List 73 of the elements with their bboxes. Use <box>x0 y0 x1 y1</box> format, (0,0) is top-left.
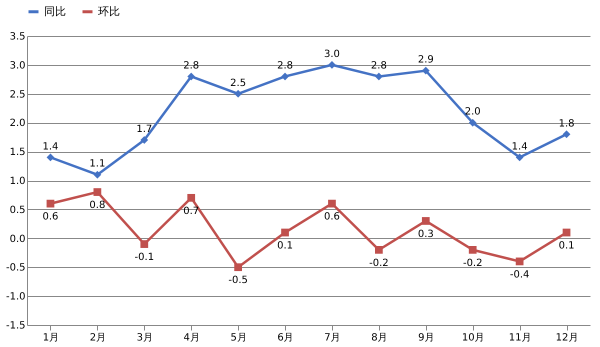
data-label: 3.0 <box>324 48 340 60</box>
x-tick-label: 2月 <box>90 332 106 344</box>
point <box>46 200 54 208</box>
x-tick-label: 6月 <box>277 332 294 344</box>
point <box>94 188 102 196</box>
point <box>187 194 196 202</box>
point <box>234 263 242 272</box>
data-label: 1.7 <box>136 124 152 136</box>
x-tick-label: 7月 <box>324 332 341 344</box>
data-label: 0.1 <box>558 240 574 252</box>
point <box>422 217 430 225</box>
data-label: -0.2 <box>369 258 389 269</box>
point <box>234 90 242 98</box>
point <box>562 228 570 236</box>
data-label: -0.5 <box>228 275 248 286</box>
point <box>516 258 524 266</box>
point <box>468 118 477 127</box>
x-tick-label: 10月 <box>462 332 485 344</box>
point <box>468 246 477 254</box>
x-tick-label: 3月 <box>136 332 153 344</box>
y-tick-label: 3.5 <box>10 32 26 42</box>
x-tick-label: 12月 <box>556 332 578 344</box>
data-label: 1.4 <box>512 141 528 152</box>
y-tick-label: 2.0 <box>10 118 26 130</box>
x-tick-label: 8月 <box>371 332 388 344</box>
y-tick-label: 1.5 <box>10 147 26 158</box>
point <box>375 246 383 254</box>
x-tick-label: 9月 <box>418 332 434 344</box>
point <box>422 66 430 75</box>
data-label: -0.4 <box>510 269 530 280</box>
data-label: 0.6 <box>324 212 340 223</box>
point <box>281 72 289 80</box>
point <box>328 61 336 69</box>
data-label: 1.1 <box>89 158 106 170</box>
x-tick-label: 4月 <box>184 332 200 344</box>
y-tick-label: 1.0 <box>10 176 26 187</box>
data-label: 0.8 <box>89 200 106 212</box>
data-label: 2.8 <box>370 60 387 72</box>
point <box>281 228 289 236</box>
y-tick-label: -0.5 <box>6 262 26 274</box>
point <box>46 154 54 162</box>
y-tick-label: 0.0 <box>10 234 26 245</box>
data-label: 2.8 <box>183 60 200 72</box>
data-label: 2.9 <box>418 54 434 66</box>
data-label: 2.0 <box>464 106 481 118</box>
y-tick-label: 2.5 <box>10 89 26 100</box>
x-tick-label: 5月 <box>230 332 247 344</box>
data-label: 2.5 <box>230 78 246 89</box>
data-label: 2.8 <box>277 60 293 72</box>
y-tick-label: -1.5 <box>6 320 26 332</box>
data-label: 1.4 <box>42 141 58 152</box>
data-label: 0.3 <box>418 228 434 240</box>
point <box>562 130 570 138</box>
data-label: 0.1 <box>277 240 293 252</box>
x-tick-label: 11月 <box>508 332 532 344</box>
data-label: 0.6 <box>42 212 58 223</box>
y-tick-label: 3.0 <box>10 60 26 72</box>
point <box>140 136 148 144</box>
data-label: 1.8 <box>558 118 574 130</box>
point <box>94 170 102 179</box>
point <box>375 72 383 80</box>
point <box>140 240 148 248</box>
x-tick-label: 1月 <box>42 332 60 344</box>
y-tick-label: -1.0 <box>6 292 26 303</box>
point <box>328 200 336 208</box>
legend-label: 环比 <box>98 4 120 18</box>
y-tick-label: 0.5 <box>10 204 26 216</box>
legend-label: 同比 <box>44 4 66 18</box>
data-label: -0.2 <box>462 258 482 269</box>
data-label: -0.1 <box>134 252 154 264</box>
point <box>516 154 524 162</box>
point <box>187 72 196 80</box>
data-label: 0.7 <box>183 206 200 217</box>
